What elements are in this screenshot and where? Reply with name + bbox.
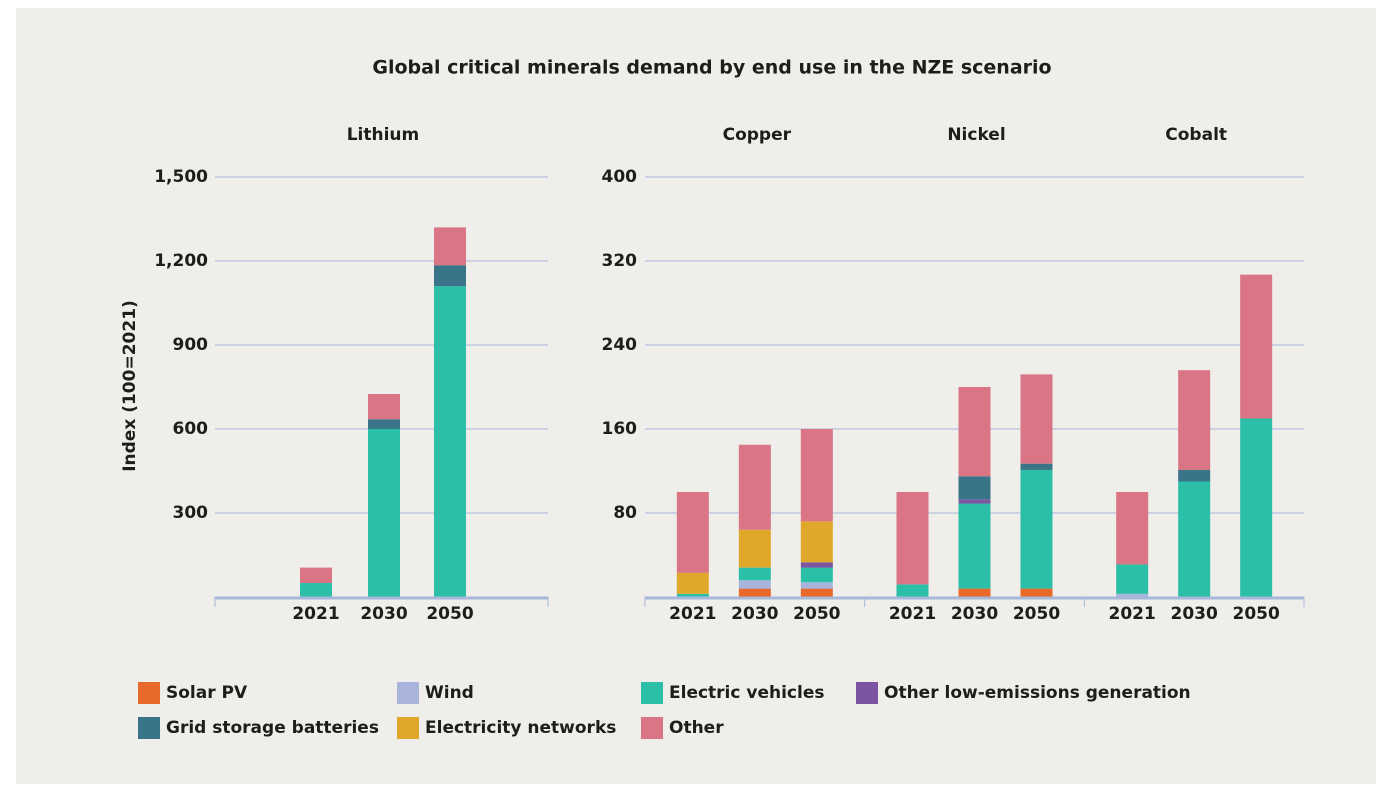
bar-segment — [800, 521, 833, 563]
x-tick-label: 2030 — [731, 604, 778, 624]
bar-segment — [676, 572, 709, 594]
bar-segment — [676, 593, 709, 597]
bar-segment — [1178, 481, 1211, 597]
bar-segment — [1116, 492, 1149, 565]
legend-label: Wind — [425, 683, 474, 703]
bar-segment — [1178, 370, 1211, 470]
bar-segment — [738, 580, 771, 589]
x-tick-label: 2021 — [889, 604, 936, 624]
bar-segment — [368, 394, 400, 420]
y-tick-label: 1,200 — [154, 251, 208, 271]
y-tick-label: 160 — [602, 419, 638, 439]
chart-title: Global critical minerals demand by end u… — [372, 57, 1051, 79]
y-tick-label: 600 — [173, 419, 209, 439]
group-title: Copper — [723, 125, 792, 145]
bar-segment — [800, 562, 833, 568]
y-tick-label: 300 — [173, 503, 209, 523]
bar-segment — [434, 265, 466, 287]
bar-segment — [958, 476, 991, 500]
bar-segment — [958, 588, 991, 597]
group-title: Nickel — [947, 125, 1005, 145]
legend-label: Other low-emissions generation — [884, 683, 1191, 703]
bar-segment — [1178, 469, 1211, 482]
bar-segment — [958, 503, 991, 589]
bar-segment — [300, 583, 332, 597]
x-tick-label: 2030 — [951, 604, 998, 624]
bar-segment — [300, 567, 332, 583]
bar-segment — [958, 387, 991, 477]
bar-segment — [1116, 564, 1149, 594]
legend-label: Grid storage batteries — [166, 718, 379, 738]
bar-segment — [800, 429, 833, 522]
legend-swatch — [856, 682, 878, 704]
x-tick-label: 2050 — [793, 604, 840, 624]
bar-segment — [958, 499, 991, 504]
bar-segment — [368, 419, 400, 429]
legend-label: Electricity networks — [425, 718, 616, 738]
legend-swatch — [397, 682, 419, 704]
y-tick-label: 320 — [602, 251, 638, 271]
legend-swatch — [138, 717, 160, 739]
group-title: Cobalt — [1165, 125, 1227, 145]
bar-segment — [1240, 274, 1273, 419]
x-tick-label: 2050 — [1233, 604, 1280, 624]
legend-label: Electric vehicles — [669, 683, 824, 703]
legend-swatch — [641, 717, 663, 739]
y-tick-label: 240 — [602, 335, 638, 355]
bar-segment — [1116, 593, 1149, 597]
background — [16, 8, 1376, 784]
bar-segment — [1020, 463, 1053, 470]
x-tick-label: 2030 — [360, 604, 407, 624]
bar-segment — [800, 582, 833, 589]
panel-title: Lithium — [347, 125, 420, 145]
bar-segment — [800, 588, 833, 597]
x-tick-label: 2021 — [1109, 604, 1156, 624]
x-tick-label: 2050 — [1013, 604, 1060, 624]
bar-segment — [1020, 588, 1053, 597]
bar-segment — [368, 429, 400, 597]
bar-segment — [1240, 418, 1273, 597]
legend-label: Solar PV — [166, 683, 248, 703]
bar-segment — [434, 286, 466, 597]
legend-swatch — [138, 682, 160, 704]
y-tick-label: 400 — [602, 167, 638, 187]
bar-segment — [800, 567, 833, 583]
y-tick-label: 80 — [613, 503, 637, 523]
x-tick-label: 2030 — [1171, 604, 1218, 624]
y-axis-title: Index (100=2021) — [120, 300, 140, 472]
y-tick-label: 1,500 — [154, 167, 208, 187]
bar-segment — [896, 584, 929, 597]
legend-swatch — [641, 682, 663, 704]
bar-segment — [738, 588, 771, 597]
legend-swatch — [397, 717, 419, 739]
bar-segment — [896, 492, 929, 585]
x-tick-label: 2050 — [426, 604, 473, 624]
bar-segment — [434, 227, 466, 266]
bar-segment — [1020, 469, 1053, 589]
bar-segment — [738, 529, 771, 568]
x-tick-label: 2021 — [292, 604, 339, 624]
x-tick-label: 2021 — [669, 604, 716, 624]
bar-segment — [1020, 374, 1053, 464]
legend-label: Other — [669, 718, 724, 738]
bar-segment — [738, 567, 771, 581]
bar-segment — [676, 492, 709, 573]
y-tick-label: 900 — [173, 335, 209, 355]
bar-segment — [738, 444, 771, 530]
